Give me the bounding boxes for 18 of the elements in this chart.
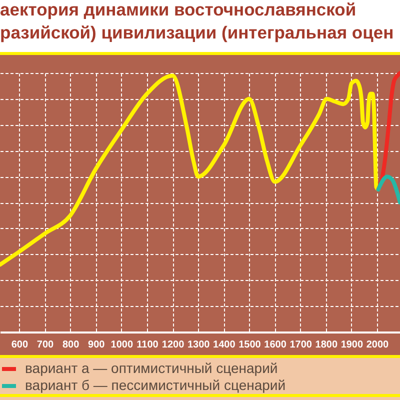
x-tick-label: 1400 xyxy=(213,340,236,350)
x-tick-label: 1000 xyxy=(110,340,134,350)
x-tick-label: 600 xyxy=(11,340,28,350)
x-tick-label: 1300 xyxy=(187,340,210,350)
x-tick-label: 1900 xyxy=(340,340,364,350)
x-tick-label: 1500 xyxy=(238,340,262,350)
legend-label: вариант а — оптимистичный сценарий xyxy=(25,360,278,376)
x-tick-label: 800 xyxy=(62,340,80,350)
x-tick-label: 1700 xyxy=(290,340,312,350)
x-tick-label: 1200 xyxy=(162,340,185,350)
x-tick-label: 1100 xyxy=(136,340,159,350)
x-tick-label: 900 xyxy=(88,340,106,350)
chart-title: аектория динамики восточнославянской разийской) цивилизации (интегральная оцен xyxy=(0,0,394,42)
x-tick-label: 700 xyxy=(36,340,54,350)
x-tick-label: 1800 xyxy=(315,340,338,350)
x-tick-label: 1600 xyxy=(264,340,287,350)
x-tick-label: 2000 xyxy=(366,340,390,350)
legend-label: вариант б — пессимистичный сценарий xyxy=(25,377,286,393)
